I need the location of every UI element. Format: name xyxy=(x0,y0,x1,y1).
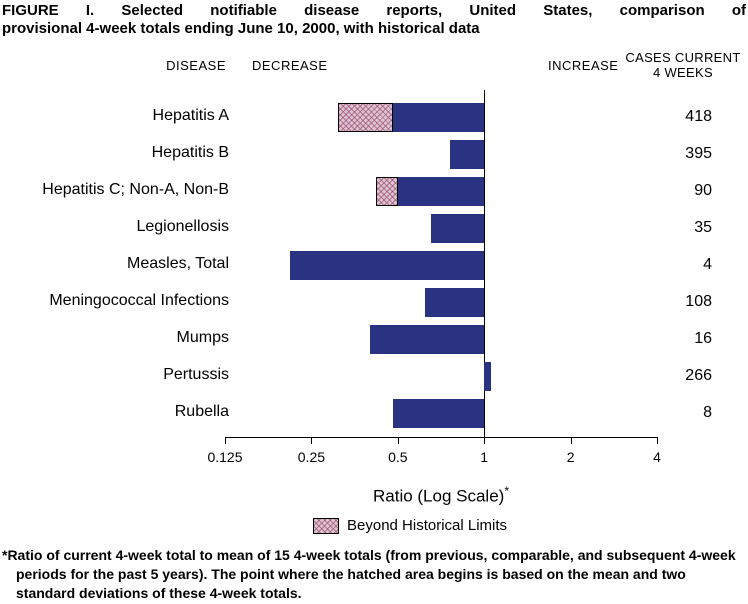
cases-value: 35 xyxy=(694,219,712,236)
disease-label: Legionellosis xyxy=(136,218,229,235)
axis-tick-label: 1 xyxy=(480,449,489,465)
figure-title-line2: provisional 4-week totals ending June 10… xyxy=(2,20,480,37)
column-header-increase: INCREASE xyxy=(548,58,619,73)
cases-value: 8 xyxy=(703,404,712,421)
cases-value: 90 xyxy=(694,182,712,199)
cases-value: 395 xyxy=(685,145,712,162)
axis-tick-mark xyxy=(484,437,486,444)
axis-tick-mark xyxy=(225,437,226,444)
ratio-bar xyxy=(289,250,485,280)
figure-title: FIGURE I. Selected notifiable disease re… xyxy=(2,2,746,38)
ratio-bar xyxy=(369,324,485,354)
ratio-bar xyxy=(430,213,485,243)
x-axis-line xyxy=(225,437,657,438)
disease-label: Meningococcal Infections xyxy=(49,292,229,309)
column-header-cases-line2: 4 WEEKS xyxy=(653,65,713,80)
axis-tick-mark xyxy=(311,437,313,444)
ratio-bar xyxy=(449,139,485,169)
x-axis-label-text: Ratio (Log Scale) xyxy=(372,486,505,506)
axis-tick-label: 2 xyxy=(566,449,575,465)
ratio-bar xyxy=(484,361,492,391)
cases-value: 266 xyxy=(685,367,712,384)
legend: Beyond Historical Limits xyxy=(313,517,507,534)
axis-tick-label: 0.5 xyxy=(388,449,408,465)
column-header-decrease: DECREASE xyxy=(252,58,328,73)
axis-tick-label: 0.25 xyxy=(297,449,326,465)
legend-label: Beyond Historical Limits xyxy=(347,517,508,534)
column-header-disease: DISEASE xyxy=(166,58,226,73)
column-header-cases-line1: CASES CURRENT xyxy=(625,50,741,65)
cases-value: 108 xyxy=(685,293,712,310)
axis-tick-mark xyxy=(570,437,572,444)
beyond-historical-limit-hatch xyxy=(376,176,398,206)
footnote: *Ratio of current 4-week total to mean o… xyxy=(2,547,736,601)
cases-value: 418 xyxy=(685,108,712,125)
ratio-bar xyxy=(424,287,485,317)
cases-value: 4 xyxy=(703,256,712,273)
disease-label: Measles, Total xyxy=(127,255,229,272)
disease-label: Hepatitis B xyxy=(151,144,229,161)
x-axis-label: Ratio (Log Scale)* xyxy=(241,484,641,507)
disease-label: Hepatitis A xyxy=(152,107,229,124)
ratio-one-reference-line xyxy=(484,90,486,437)
axis-tick-label: 0.125 xyxy=(207,449,243,465)
beyond-historical-limit-hatch xyxy=(338,102,393,132)
x-axis-label-asterisk: * xyxy=(504,484,509,498)
disease-label: Mumps xyxy=(176,329,229,346)
axis-tick-mark xyxy=(397,437,399,444)
cases-value: 16 xyxy=(694,330,712,347)
ratio-bar xyxy=(392,398,485,428)
axis-tick-label: 4 xyxy=(653,449,661,465)
axis-tick-mark xyxy=(657,437,658,444)
disease-label: Hepatitis C; Non-A, Non-B xyxy=(42,181,229,198)
legend-hatch-swatch xyxy=(313,517,339,534)
disease-label: Rubella xyxy=(174,403,229,420)
column-header-cases: CASES CURRENT 4 WEEKS xyxy=(620,50,746,80)
figure-title-line1: FIGURE I. Selected notifiable disease re… xyxy=(2,2,746,19)
disease-label: Pertussis xyxy=(163,366,229,383)
